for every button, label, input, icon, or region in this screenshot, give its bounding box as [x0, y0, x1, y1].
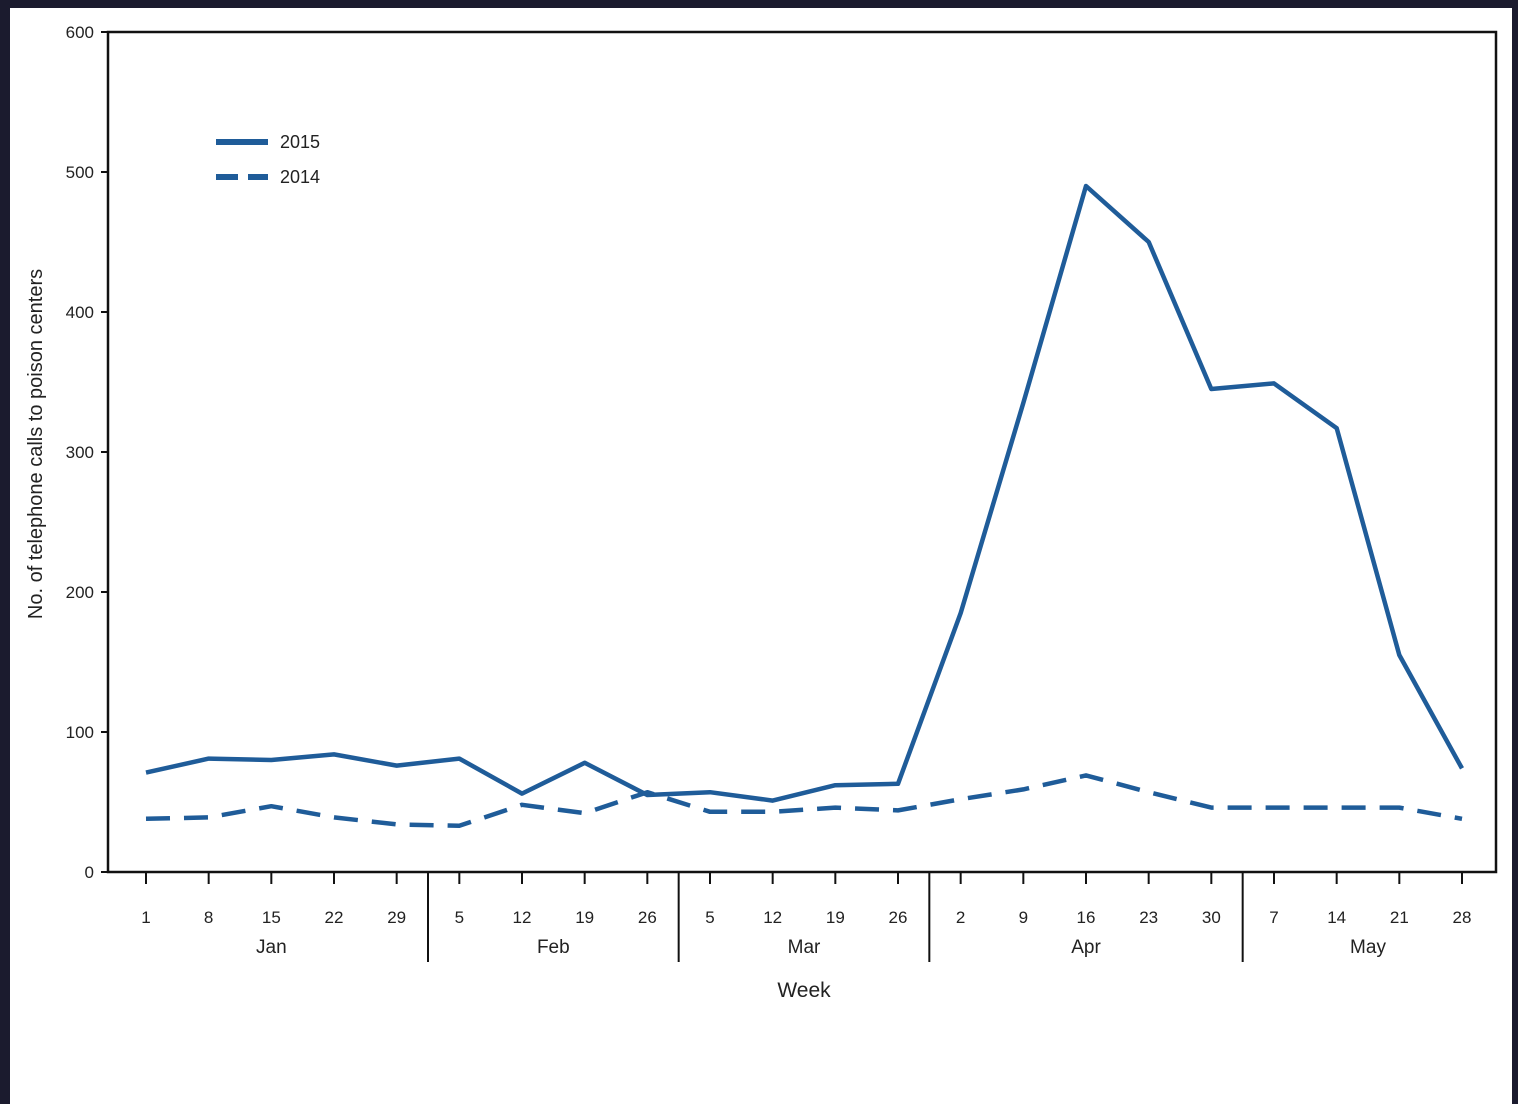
x-tick-label: 9 — [1019, 908, 1028, 927]
y-tick-label: 400 — [66, 303, 94, 322]
x-tick-label: 2 — [956, 908, 965, 927]
legend-label-2015: 2015 — [280, 132, 320, 152]
month-label: May — [1350, 937, 1386, 958]
x-tick-label: 14 — [1327, 908, 1346, 927]
legend-label-2014: 2014 — [280, 167, 320, 187]
month-label: Mar — [788, 937, 821, 958]
y-tick-label: 100 — [66, 723, 94, 742]
axes — [106, 30, 1498, 874]
series-line-2014 — [145, 773, 1463, 829]
month-label: Feb — [537, 937, 570, 958]
x-tick-label: 30 — [1202, 908, 1221, 927]
x-tick-label: 7 — [1269, 908, 1278, 927]
x-tick-label: 5 — [705, 908, 714, 927]
x-axis-label: Week — [777, 979, 831, 1002]
x-tick-label: 28 — [1453, 908, 1472, 927]
x-tick-label: 5 — [455, 908, 464, 927]
x-tick-label: 19 — [575, 908, 594, 927]
x-tick-label: 15 — [262, 908, 281, 927]
x-tick-label: 8 — [204, 908, 213, 927]
legend: 2015 2014 — [216, 132, 320, 187]
x-tick-label: 16 — [1077, 908, 1096, 927]
chart-frame: 0 100 200 300 400 500 600 1 8 15 22 29 5 12 19 26 5 12 19… — [10, 8, 1512, 1104]
x-tick-label: 12 — [513, 908, 532, 927]
y-tick-label: 200 — [66, 583, 94, 602]
y-axis-label: No. of telephone calls to poison centers — [25, 269, 47, 619]
x-tick-label: 21 — [1390, 908, 1409, 927]
y-tick-label: 500 — [66, 163, 94, 182]
y-tick-label: 0 — [85, 863, 94, 882]
x-tick-label: 29 — [387, 908, 406, 927]
y-tick-label: 300 — [66, 443, 94, 462]
plot-border — [106, 30, 1498, 874]
month-label: Apr — [1071, 937, 1101, 958]
month-labels: Jan Feb Mar Apr May — [256, 872, 1386, 962]
month-label: Jan — [256, 937, 287, 958]
series-lines — [145, 183, 1464, 829]
x-axis-ticks: 1 8 15 22 29 5 12 19 26 5 12 19 26 2 9 16 23 30 7 14 21 28 — [141, 872, 1471, 927]
series-line-2015 — [145, 183, 1464, 803]
x-tick-label: 26 — [638, 908, 657, 927]
x-tick-label: 1 — [141, 908, 150, 927]
x-tick-label: 22 — [325, 908, 344, 927]
x-tick-label: 19 — [826, 908, 845, 927]
y-tick-label: 600 — [66, 23, 94, 42]
x-tick-label: 12 — [763, 908, 782, 927]
y-axis-ticks: 0 100 200 300 400 500 600 — [66, 23, 108, 882]
x-tick-label: 26 — [889, 908, 908, 927]
x-tick-label: 23 — [1139, 908, 1158, 927]
